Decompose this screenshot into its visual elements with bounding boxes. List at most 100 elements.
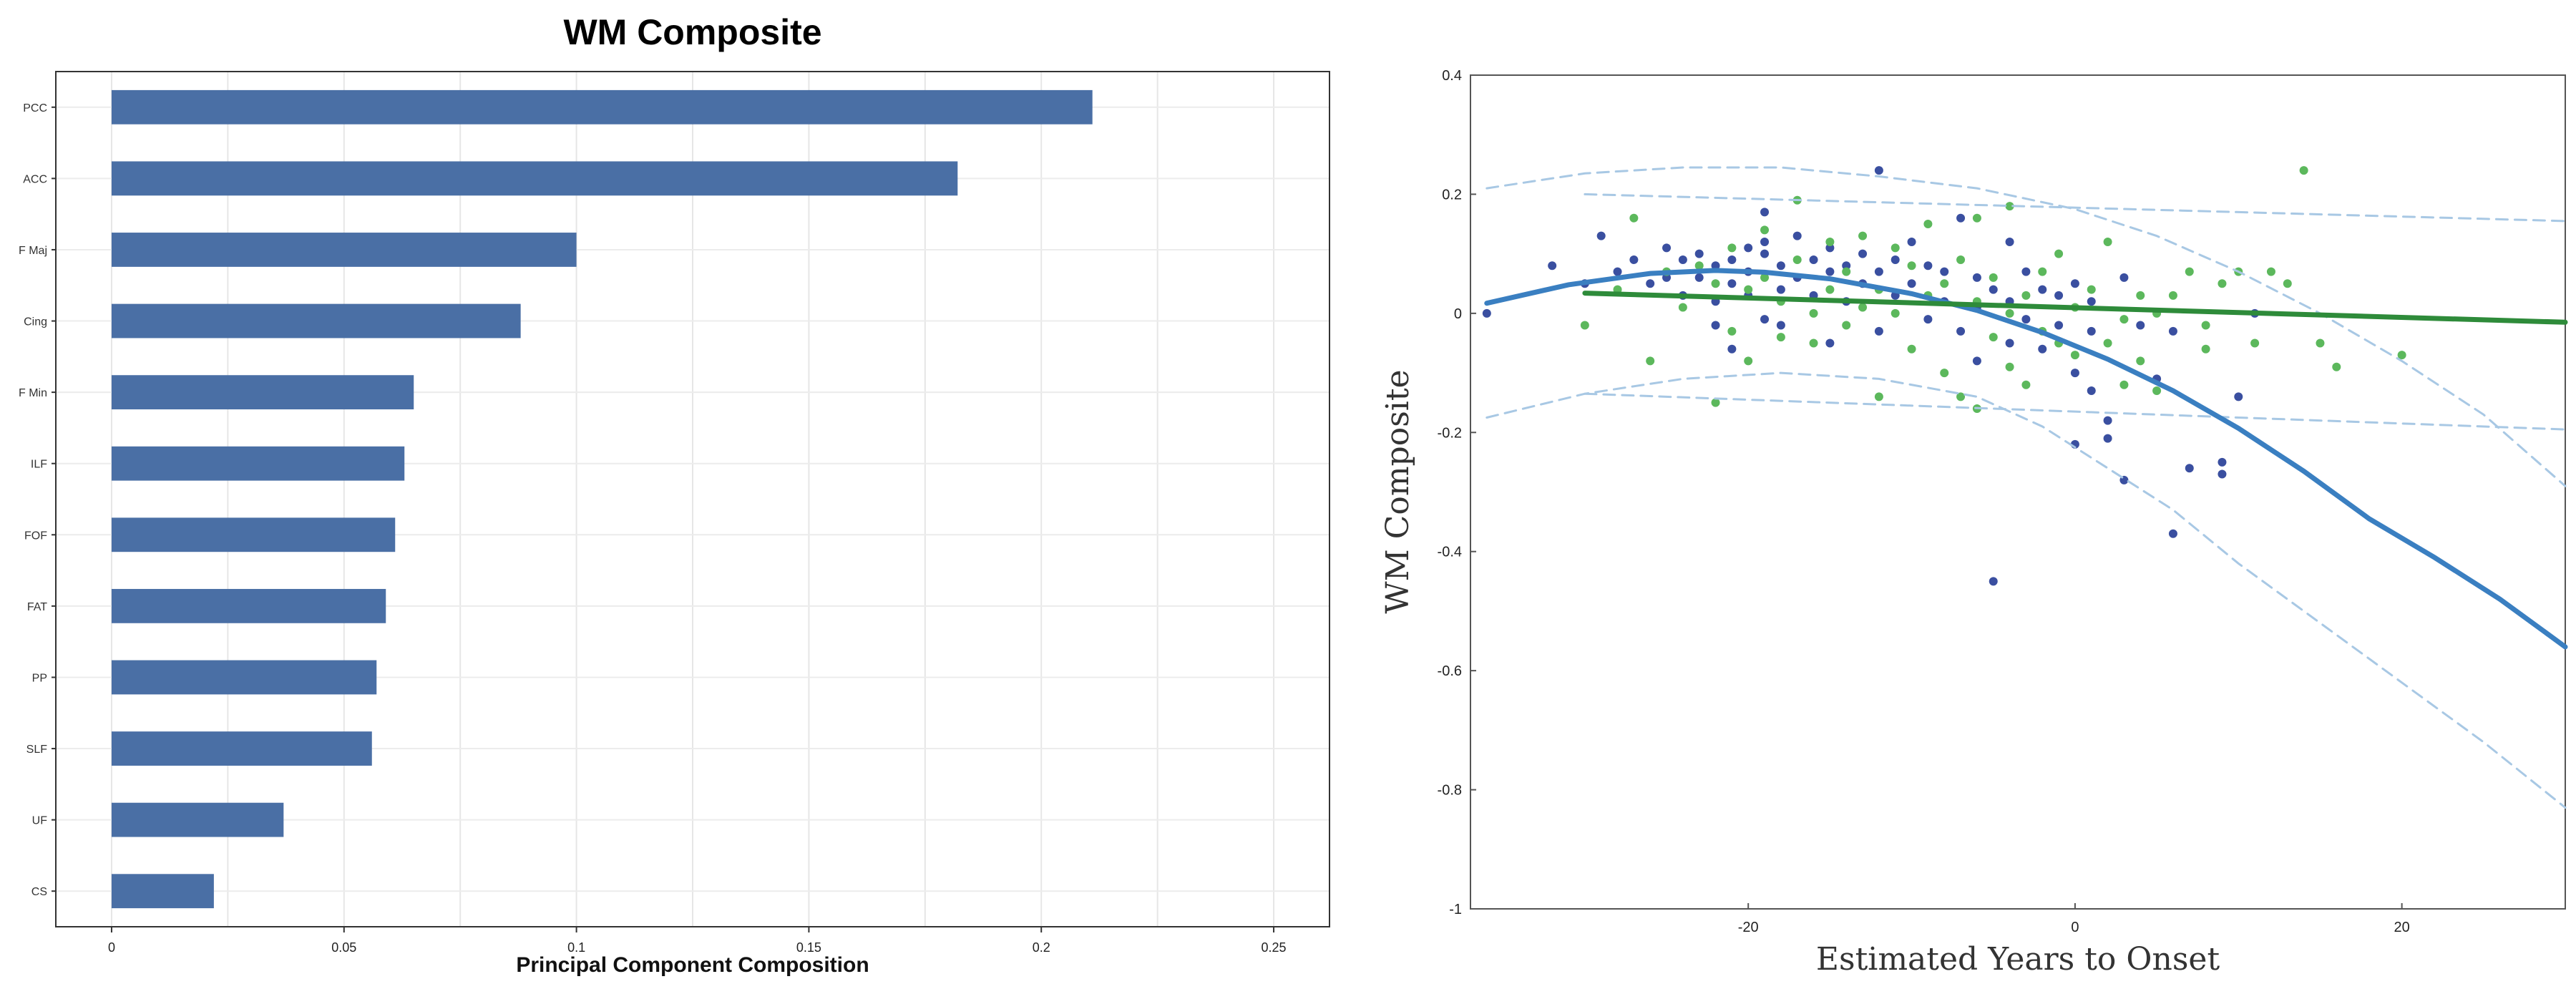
- right-y-tick-label: -0.6: [1438, 663, 1462, 679]
- bar: [111, 233, 577, 267]
- right-x-tick-labels: -20 0 20: [1738, 903, 2410, 935]
- bar: [111, 375, 414, 410]
- confidence-band-line: [1584, 392, 2567, 431]
- point-blue: [2087, 326, 2096, 336]
- point-green: [2021, 291, 2031, 300]
- point-blue: [2234, 392, 2243, 401]
- bar: [111, 731, 372, 766]
- point-blue: [1727, 344, 1737, 354]
- point-blue: [2054, 321, 2064, 330]
- point-green: [1858, 231, 1868, 240]
- point-green: [1989, 333, 1998, 342]
- point-green: [1809, 338, 1818, 348]
- point-green: [2136, 356, 2145, 366]
- point-green: [2201, 321, 2210, 330]
- point-blue: [2070, 369, 2079, 378]
- bar: [111, 161, 958, 196]
- right-x-tick-label: 20: [2394, 920, 2410, 935]
- left-chart-title: WM Composite: [563, 12, 821, 52]
- point-blue: [1662, 273, 1672, 282]
- point-blue: [2168, 326, 2177, 336]
- point-blue: [1776, 285, 1785, 294]
- left-x-tick-label: 0.25: [1262, 940, 1287, 955]
- point-blue: [1989, 577, 1998, 586]
- point-blue: [1694, 249, 1704, 258]
- right-x-tick-label: -20: [1738, 920, 1759, 935]
- left-x-tick-label: 0.05: [331, 940, 356, 955]
- point-blue: [1972, 273, 1981, 282]
- point-blue: [1646, 279, 1655, 288]
- point-green: [2005, 202, 2014, 211]
- point-blue: [1825, 267, 1835, 276]
- point-green: [2201, 344, 2210, 354]
- right-y-tick-label: -1: [1449, 902, 1462, 917]
- point-blue: [2168, 529, 2177, 538]
- fit-line: [1582, 291, 2568, 325]
- bar: [111, 303, 521, 338]
- left-bar-chart: PCC ACC F Maj Cing F Min ILF FOF FAT PP SLF UF CS 0…: [19, 12, 1330, 977]
- left-y-tick-label: PP: [32, 672, 47, 684]
- point-green: [1809, 308, 1818, 318]
- point-blue: [1760, 249, 1770, 258]
- bar: [111, 802, 284, 837]
- point-blue: [1629, 255, 1639, 264]
- left-y-tick-label: FOF: [24, 530, 47, 542]
- left-y-tick-label: ILF: [31, 459, 47, 471]
- right-x-tick-label: 0: [2071, 920, 2079, 935]
- point-blue: [1890, 255, 1900, 264]
- point-blue: [1825, 338, 1835, 348]
- point-blue: [1694, 273, 1704, 282]
- point-blue: [2038, 285, 2047, 294]
- point-green: [2054, 249, 2064, 258]
- right-y-tick-label: 0.4: [1442, 68, 1462, 84]
- point-green: [2087, 285, 2096, 294]
- right-x-axis-label: Estimated Years to Onset: [1816, 941, 2220, 978]
- point-green: [1907, 261, 1916, 271]
- right-y-axis-label: WM Composite: [1380, 369, 1416, 613]
- point-green: [1792, 255, 1802, 264]
- point-blue: [1923, 315, 1933, 324]
- point-green: [1744, 356, 1753, 366]
- confidence-band-line: [1485, 166, 2567, 487]
- left-y-tick-label: ACC: [23, 173, 47, 185]
- right-y-tick-label: 0.2: [1442, 187, 1462, 203]
- point-blue: [1613, 267, 1622, 276]
- point-green: [1842, 267, 1851, 276]
- point-blue: [1825, 243, 1835, 253]
- point-green: [1646, 356, 1655, 366]
- point-blue: [1874, 326, 1883, 336]
- point-green: [2218, 279, 2227, 288]
- left-bars: [111, 89, 1093, 909]
- point-blue: [2087, 386, 2096, 396]
- point-blue: [1842, 261, 1851, 271]
- point-blue: [2103, 434, 2112, 443]
- right-y-tick-label: -0.8: [1438, 783, 1462, 799]
- left-x-axis-label: Principal Component Composition: [516, 953, 869, 977]
- point-green: [1760, 225, 1770, 235]
- point-green: [1874, 392, 1883, 401]
- point-green: [1858, 303, 1868, 312]
- point-blue: [1711, 261, 1720, 271]
- point-blue: [1940, 267, 1949, 276]
- point-green: [1678, 303, 1687, 312]
- point-blue: [1678, 255, 1687, 264]
- point-blue: [2119, 273, 2129, 282]
- right-scatter-chart: 0.4 0.2 0 -0.2 -0.4 -0.6 -0.8 -1 -20 0 20 Estimat…: [1380, 68, 2568, 978]
- point-green: [2316, 338, 2325, 348]
- point-blue: [2005, 338, 2014, 348]
- left-y-tick-label: PCC: [23, 102, 47, 115]
- right-y-tick-label: -0.2: [1438, 425, 1462, 441]
- point-green: [2332, 362, 2341, 371]
- point-green: [2168, 291, 2177, 300]
- point-green: [1956, 255, 1966, 264]
- left-x-tick-labels: 0 0.05 0.1 0.15 0.2 0.25: [108, 927, 1287, 955]
- point-green: [2152, 386, 2162, 396]
- point-green: [1842, 321, 1851, 330]
- point-green: [2038, 267, 2047, 276]
- fit-line: [1484, 268, 2568, 650]
- point-green: [2299, 166, 2308, 175]
- right-y-tick-label: -0.4: [1438, 545, 1462, 560]
- point-blue: [1792, 231, 1802, 240]
- left-y-tick-label: UF: [32, 815, 48, 827]
- point-blue: [1548, 261, 1557, 271]
